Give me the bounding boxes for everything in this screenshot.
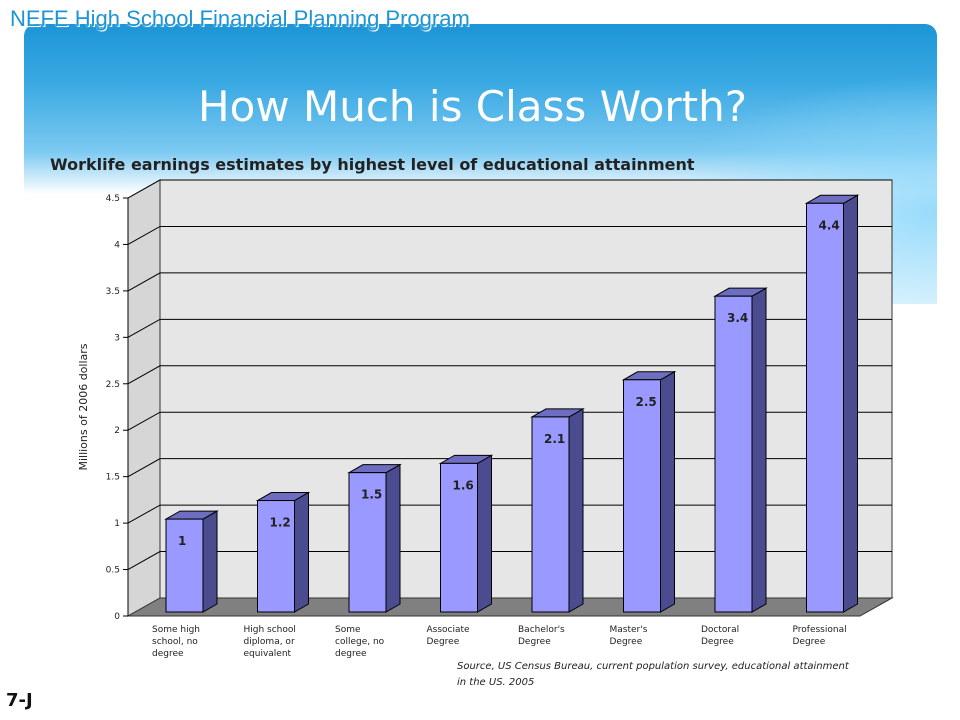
bar-front	[348, 472, 387, 613]
x-tick-label-line: Bachelor's	[518, 625, 565, 635]
bars: 1 1.2 1.5 1.6 2.1 2.5 3.4 4.4	[164, 194, 860, 613]
bar-side	[385, 463, 401, 613]
x-tick-label: Doctoral Degree	[701, 624, 781, 648]
gridline	[127, 179, 892, 199]
x-tick-label: Associate Degree	[427, 624, 507, 648]
data-label: 2.1	[544, 432, 565, 446]
y-tick-label: 3.5	[106, 287, 120, 297]
x-tick-label-line: Degree	[609, 637, 643, 647]
program-name: NEFE High School Financial Planning Prog…	[10, 6, 470, 31]
slide-title: How Much is Class Worth?	[198, 82, 748, 131]
bar: 2.1	[530, 408, 585, 613]
bar: 4.4	[804, 194, 860, 613]
chart-subtitle: Worklife earnings estimates by highest l…	[50, 155, 695, 174]
slide-number: 7-J	[6, 690, 33, 711]
data-label: 3.4	[727, 311, 748, 325]
gridline	[127, 365, 892, 385]
y-tick-label: 0.5	[106, 566, 120, 576]
bar-side	[202, 510, 218, 613]
y-tick-label: 1.5	[106, 473, 120, 483]
y-tick-label: 0	[114, 612, 120, 622]
bar: 1.6	[438, 454, 494, 613]
gridline	[127, 225, 892, 245]
bar-side	[843, 194, 858, 613]
bar: 1	[164, 510, 219, 613]
y-tick-label: 4	[114, 240, 120, 250]
x-tick-label-line: Master's	[609, 625, 648, 635]
x-tick-label-line: Associate	[426, 625, 470, 635]
x-tick-label: Some high school, no degree	[152, 624, 232, 660]
x-tick-label-line: equivalent	[243, 649, 292, 659]
data-label: 1.6	[453, 478, 474, 492]
x-tick-label-line: Degree	[518, 637, 551, 647]
x-tick-label: Master's Degree	[610, 624, 690, 648]
x-tick-label: Some college, no degree	[335, 624, 415, 660]
bar: 1.5	[347, 463, 402, 613]
x-tick-label: Professional Degree	[793, 624, 873, 648]
data-label: 2.5	[636, 395, 657, 409]
bar: 2.5	[621, 370, 677, 613]
gridline	[127, 272, 892, 292]
x-tick-label-line: school, no	[152, 637, 198, 647]
data-label: 1.2	[270, 516, 291, 530]
x-tick-label: High school diploma, or equivalent	[244, 624, 324, 660]
chart-side-wall	[127, 179, 161, 617]
bar-front	[623, 379, 661, 613]
data-label: 4.4	[819, 218, 840, 232]
y-tick-label: 2	[114, 426, 120, 436]
bar-side	[477, 454, 492, 613]
bar-front	[714, 295, 753, 613]
bar-side	[568, 408, 584, 613]
x-tick-label-line: Degree	[426, 637, 460, 647]
chart-floor	[126, 597, 894, 617]
x-tick-label-line: diploma, or	[243, 637, 295, 647]
x-tick-label-line: Degree	[701, 637, 734, 647]
source-note: Source, US Census Bureau, current popula…	[457, 661, 849, 688]
x-tick-label-line: Degree	[792, 637, 826, 647]
x-tick-label-line: degree	[152, 649, 184, 659]
y-tick-label: 2.5	[106, 380, 120, 390]
x-tick-label-line: Some high	[152, 625, 201, 635]
x-tick-label: Bachelor's Degree	[518, 624, 598, 648]
x-tick-label-line: High school	[243, 625, 296, 635]
bar-side	[751, 287, 767, 613]
data-label: 1.5	[361, 488, 382, 502]
bar: 1.2	[255, 491, 311, 613]
bar-side	[294, 491, 309, 613]
x-tick-label-line: college, no	[335, 637, 385, 647]
bar-front	[806, 202, 844, 613]
bar-front	[440, 462, 478, 613]
bar: 3.4	[713, 287, 768, 613]
x-tick-label-line: Doctoral	[701, 625, 740, 635]
x-tick-label-line: degree	[335, 649, 367, 659]
y-axis-label: Millions of 2006 dollars	[77, 343, 90, 470]
y-tick-label: 1	[114, 519, 120, 529]
bar-front	[165, 518, 204, 613]
gridline	[127, 318, 892, 338]
data-label: 1	[178, 534, 186, 548]
bar-side	[660, 370, 675, 613]
y-tick-label: 4.5	[106, 194, 120, 204]
x-tick-label-line: Professional	[792, 625, 847, 635]
bar-front	[257, 500, 295, 613]
y-tick-label: 3	[114, 333, 120, 343]
bar-front	[531, 416, 570, 613]
x-tick-label-line: Some	[335, 625, 361, 635]
